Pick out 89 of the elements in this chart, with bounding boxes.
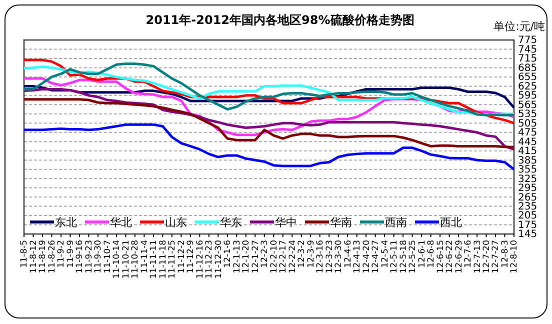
x-tick-label: 12-2-10 xyxy=(269,240,280,274)
x-tick-label: 12-4-20 xyxy=(362,240,372,274)
chart-title: 2011年-2012年国内各地区98%硫酸价格走势图 xyxy=(146,13,414,27)
x-tick-label: 12-4-27 xyxy=(371,240,382,274)
x-tick-label: 12-1-20 xyxy=(242,240,252,274)
x-tick-label: 11-10-14 xyxy=(112,240,122,279)
x-tick-label: 12-4-6 xyxy=(343,240,354,268)
x-tick-label: 11-11-11 xyxy=(149,240,160,279)
x-tick-label: 12-3-2 xyxy=(297,240,308,268)
y-tick-label: 535 xyxy=(518,109,538,120)
x-tick-label: 12-7-27 xyxy=(491,240,502,274)
legend-label: 西北 xyxy=(440,216,462,229)
y-tick-label: 505 xyxy=(518,118,538,130)
x-tick-label: 12-6-29 xyxy=(454,240,464,274)
y-tick-label: 235 xyxy=(518,201,538,212)
x-tick-label: 12-7-6 xyxy=(463,240,474,268)
y-tick-label: 265 xyxy=(518,192,538,204)
x-tick-label: 11-9-30 xyxy=(94,240,104,274)
line-series xyxy=(22,98,516,148)
x-tick-label: 12-2-3 xyxy=(260,240,270,268)
x-tick-label: 11-12-23 xyxy=(204,240,215,279)
x-tick-label: 12-2-24 xyxy=(288,240,298,274)
x-tick-label: 11-8-12 xyxy=(28,240,39,274)
x-tick-label: 11-11-4 xyxy=(140,240,150,274)
line-series xyxy=(22,88,516,151)
x-tick-label: 11-9-9 xyxy=(66,240,76,268)
x-tick-label: 11-12-9 xyxy=(186,240,196,274)
legend-label: 华中 xyxy=(275,216,297,229)
x-tick-label: 12-6-22 xyxy=(445,240,456,274)
x-tick-label: 11-10-28 xyxy=(130,240,141,279)
x-tick-label: 12-3-9 xyxy=(306,240,316,268)
y-tick-label: 385 xyxy=(518,155,538,166)
x-tick-label: 12-5-25 xyxy=(408,240,418,274)
x-tick-label: 12-7-20 xyxy=(482,240,492,274)
y-tick-label: 655 xyxy=(518,72,538,84)
y-tick-label: 175 xyxy=(518,220,538,231)
x-tick-label: 12-8-3 xyxy=(500,240,510,268)
y-tick-label: 415 xyxy=(518,146,538,158)
x-tick-label: 12-6-15 xyxy=(436,240,446,274)
x-tick-label: 12-3-30 xyxy=(334,240,344,274)
legend-label: 西南 xyxy=(385,216,407,229)
x-tick-label: 11-8-5 xyxy=(20,240,30,268)
x-tick-label: 11-10-7 xyxy=(102,240,113,274)
x-tick-label: 11-10-21 xyxy=(121,240,132,279)
text: 单位:元/吨 xyxy=(494,20,545,33)
x-tick-label: 11-9-16 xyxy=(75,240,86,274)
y-tick-label: 325 xyxy=(518,174,538,185)
y-tick-label: 445 xyxy=(518,136,538,148)
y-tick-label: 745 xyxy=(518,44,538,56)
y-tick-label: 295 xyxy=(518,183,538,194)
y-tick-label: 685 xyxy=(518,62,538,74)
y-tick-label: 565 xyxy=(518,100,538,111)
x-tick-label: 11-8-19 xyxy=(38,240,48,274)
x-tick-label: 12-3-16 xyxy=(316,240,326,274)
x-tick-label: 12-4-13 xyxy=(352,240,363,274)
x-tick-label: 12-5-11 xyxy=(390,240,400,274)
legend-label: 东北 xyxy=(55,216,77,229)
legend-label: 华东 xyxy=(220,216,242,229)
x-tick-label: 11-9-2 xyxy=(56,240,67,268)
legend-label: 山东 xyxy=(165,216,187,229)
x-tick-label: 11-12-2 xyxy=(176,240,187,274)
line-series xyxy=(22,123,516,171)
y-tick-label: 775 xyxy=(518,35,538,46)
legend-label: 华南 xyxy=(330,216,352,229)
y-tick-label: 145 xyxy=(518,229,538,240)
x-tick-label: 11-8-26 xyxy=(47,240,58,274)
x-tick-label: 12-3-23 xyxy=(324,240,335,274)
legend-label: 华北 xyxy=(110,216,132,229)
x-tick-label: 12-1-6 xyxy=(223,240,234,268)
x-tick-label: 11-9-23 xyxy=(84,240,94,274)
x-tick-label: 11-12-16 xyxy=(195,240,206,279)
x-tick-label: 12-6-8 xyxy=(426,240,437,268)
x-tick-label: 12-5-18 xyxy=(398,240,409,274)
x-tick-label: 12-6-1 xyxy=(417,240,428,268)
x-tick-label: 11-11-18 xyxy=(158,240,168,279)
x-tick-label: 12-8-10 xyxy=(510,240,520,274)
x-tick-label: 12-7-13 xyxy=(472,240,483,274)
y-tick-label: 715 xyxy=(518,54,538,65)
y-tick-label: 205 xyxy=(518,210,538,222)
x-tick-label: 11-12-30 xyxy=(214,240,224,279)
x-tick-label: 12-5-4 xyxy=(380,240,390,268)
x-tick-label: 11-11-25 xyxy=(168,240,178,279)
x-tick-label: 12-1-13 xyxy=(232,240,242,274)
y-tick-label: 625 xyxy=(518,81,538,92)
y-tick-label: 475 xyxy=(518,128,538,139)
y-tick-label: 595 xyxy=(518,90,538,102)
y-tick-label: 355 xyxy=(518,164,538,176)
x-tick-label: 12-1-27 xyxy=(250,240,261,274)
x-tick-label: 12-2-17 xyxy=(278,240,289,274)
